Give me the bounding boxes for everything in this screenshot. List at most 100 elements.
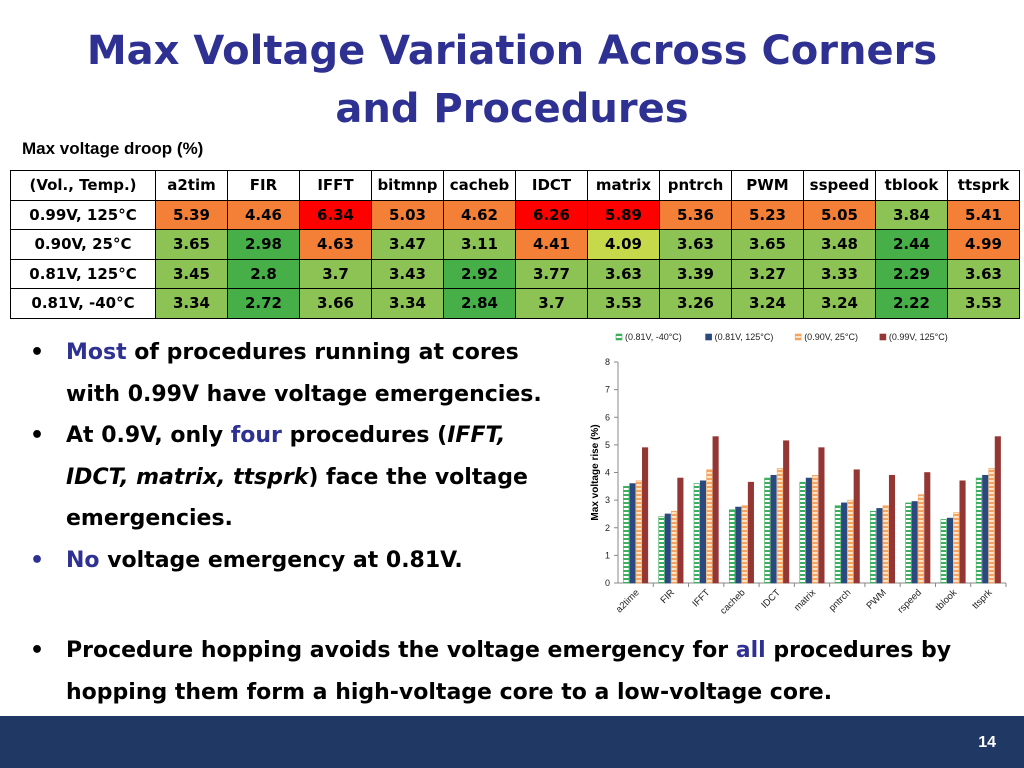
y-tick-label: 2 xyxy=(605,523,610,533)
bullet-text: Procedure hopping avoids the voltage eme… xyxy=(66,638,736,663)
bar xyxy=(812,474,819,584)
table-cell: 2.8 xyxy=(227,258,300,289)
table-cell: 3.84 xyxy=(875,199,948,230)
bar xyxy=(799,481,806,584)
bullet-highlight: four xyxy=(230,423,282,448)
bar xyxy=(982,474,989,584)
table-cell: 3.7 xyxy=(299,258,372,289)
bar xyxy=(741,505,748,584)
y-tick-label: 7 xyxy=(605,385,610,395)
bar xyxy=(841,502,848,584)
bullet-text: procedures by hopping them form a high-v… xyxy=(66,638,952,705)
bar xyxy=(959,480,966,584)
bar xyxy=(735,506,742,584)
table-cell: 3.27 xyxy=(731,258,804,289)
table-body: (Vol., Temp.) a2tim FIR IFFT bitmnp cacheb IDC… xyxy=(10,170,1020,319)
footer-bar: 14 xyxy=(0,716,1024,768)
table-header-cell: sspeed xyxy=(803,170,876,201)
table-cell: 3.24 xyxy=(731,288,804,319)
table-cell: 3.63 xyxy=(659,229,732,260)
bullet-procedure-hopping: • Procedure hopping avoids the voltage e… xyxy=(30,630,1005,713)
bar xyxy=(924,472,931,584)
bullet-four: • At 0.9V, only four procedures (IFFT, I… xyxy=(30,415,570,540)
bullet-text: of procedures running at cores with 0.99… xyxy=(66,340,542,407)
table-cell: 3.65 xyxy=(155,229,228,260)
bullet-highlight: Most xyxy=(66,340,127,365)
bullet-highlight: all xyxy=(735,638,766,663)
table-cell: 5.89 xyxy=(587,199,660,230)
y-tick-label: 3 xyxy=(605,495,610,505)
table-cell: 2.92 xyxy=(443,258,516,289)
y-tick-label: 4 xyxy=(605,468,610,478)
bar xyxy=(671,510,678,584)
table-cell: 3.66 xyxy=(299,288,372,319)
bar xyxy=(882,505,889,584)
y-tick-label: 1 xyxy=(605,550,610,560)
table-cell: 3.45 xyxy=(155,258,228,289)
x-tick-label: cacheb xyxy=(718,587,747,616)
table-row: 0.99V, 125°C 5.39 4.46 6.34 5.03 4.62 6.26 5.89… xyxy=(10,199,1020,230)
x-tick-label: matrix xyxy=(792,587,818,613)
table-cell: 3.53 xyxy=(587,288,660,319)
table-cell: 4.09 xyxy=(587,229,660,260)
x-tick-label: FIR xyxy=(658,587,677,606)
bar xyxy=(764,477,771,584)
table-cell: 3.7 xyxy=(515,288,588,319)
table-header-row: (Vol., Temp.) a2tim FIR IFFT bitmnp cacheb IDC… xyxy=(10,170,1020,201)
bar xyxy=(953,512,960,584)
bar xyxy=(905,502,912,584)
legend-swatch xyxy=(794,333,802,341)
legend-swatch xyxy=(879,333,887,341)
table-cell: 5.23 xyxy=(731,199,804,230)
bar xyxy=(911,501,918,584)
bar xyxy=(699,480,707,584)
bar xyxy=(988,468,995,584)
table-header-cell: IDCT xyxy=(515,170,588,201)
table-cell: 3.11 xyxy=(443,229,516,260)
bar xyxy=(770,474,777,584)
y-tick-label: 0 xyxy=(605,578,610,588)
chart-svg: (0.81V, -40°C) (0.81V, 125°C) (0.90V, 25°C… xyxy=(590,332,1007,617)
slide-title-line1: Max Voltage Variation Across Corners xyxy=(86,28,938,74)
bullet-dot-icon: • xyxy=(30,638,45,663)
table-cell: 2.98 xyxy=(227,229,300,260)
legend-label: (0.99V, 125°C) xyxy=(889,332,948,342)
table-cell: 4.41 xyxy=(515,229,588,260)
y-tick-label: 6 xyxy=(605,412,610,422)
table-header-cell: (Vol., Temp.) xyxy=(10,170,156,201)
table-cell: 3.34 xyxy=(371,288,444,319)
x-tick-label: IDCT xyxy=(759,587,783,611)
table-cell: 5.03 xyxy=(371,199,444,230)
table-header-cell: FIR xyxy=(227,170,300,201)
row-label: 0.90V, 25°C xyxy=(10,229,156,260)
bullet-no: • No voltage emergency at 0.81V. xyxy=(30,540,570,582)
bullet-text: At 0.9V, only xyxy=(66,423,231,448)
bar xyxy=(870,510,877,584)
legend-swatch xyxy=(615,333,623,341)
bar xyxy=(888,474,896,584)
table-header-cell: pntrch xyxy=(659,170,732,201)
bar xyxy=(847,499,854,584)
y-tick-label: 8 xyxy=(605,357,610,367)
table-cell: 3.43 xyxy=(371,258,444,289)
y-axis-title: Max voltage rise (%) xyxy=(590,424,601,520)
bar xyxy=(834,505,841,584)
table-header-cell: matrix xyxy=(587,170,660,201)
bar xyxy=(712,436,719,584)
bar xyxy=(664,513,671,584)
bullet-dot-icon: • xyxy=(30,423,45,448)
table-cell: 5.39 xyxy=(155,199,228,230)
table-caption: Max voltage droop (%) xyxy=(22,139,204,158)
table-cell: 2.22 xyxy=(875,288,948,319)
table-cell: 3.63 xyxy=(947,258,1020,289)
bar xyxy=(975,477,982,584)
table-header-cell: bitmnp xyxy=(371,170,444,201)
table-cell: 3.26 xyxy=(659,288,732,319)
legend-label: (0.81V, -40°C) xyxy=(625,332,682,342)
bar xyxy=(658,516,665,584)
table-cell: 3.33 xyxy=(803,258,876,289)
voltage-droop-table: (Vol., Temp.) a2tim FIR IFFT bitmnp cacheb IDC… xyxy=(10,170,1020,319)
bar xyxy=(693,483,700,584)
table-cell: 3.53 xyxy=(947,288,1020,319)
row-label: 0.81V, -40°C xyxy=(10,288,156,319)
